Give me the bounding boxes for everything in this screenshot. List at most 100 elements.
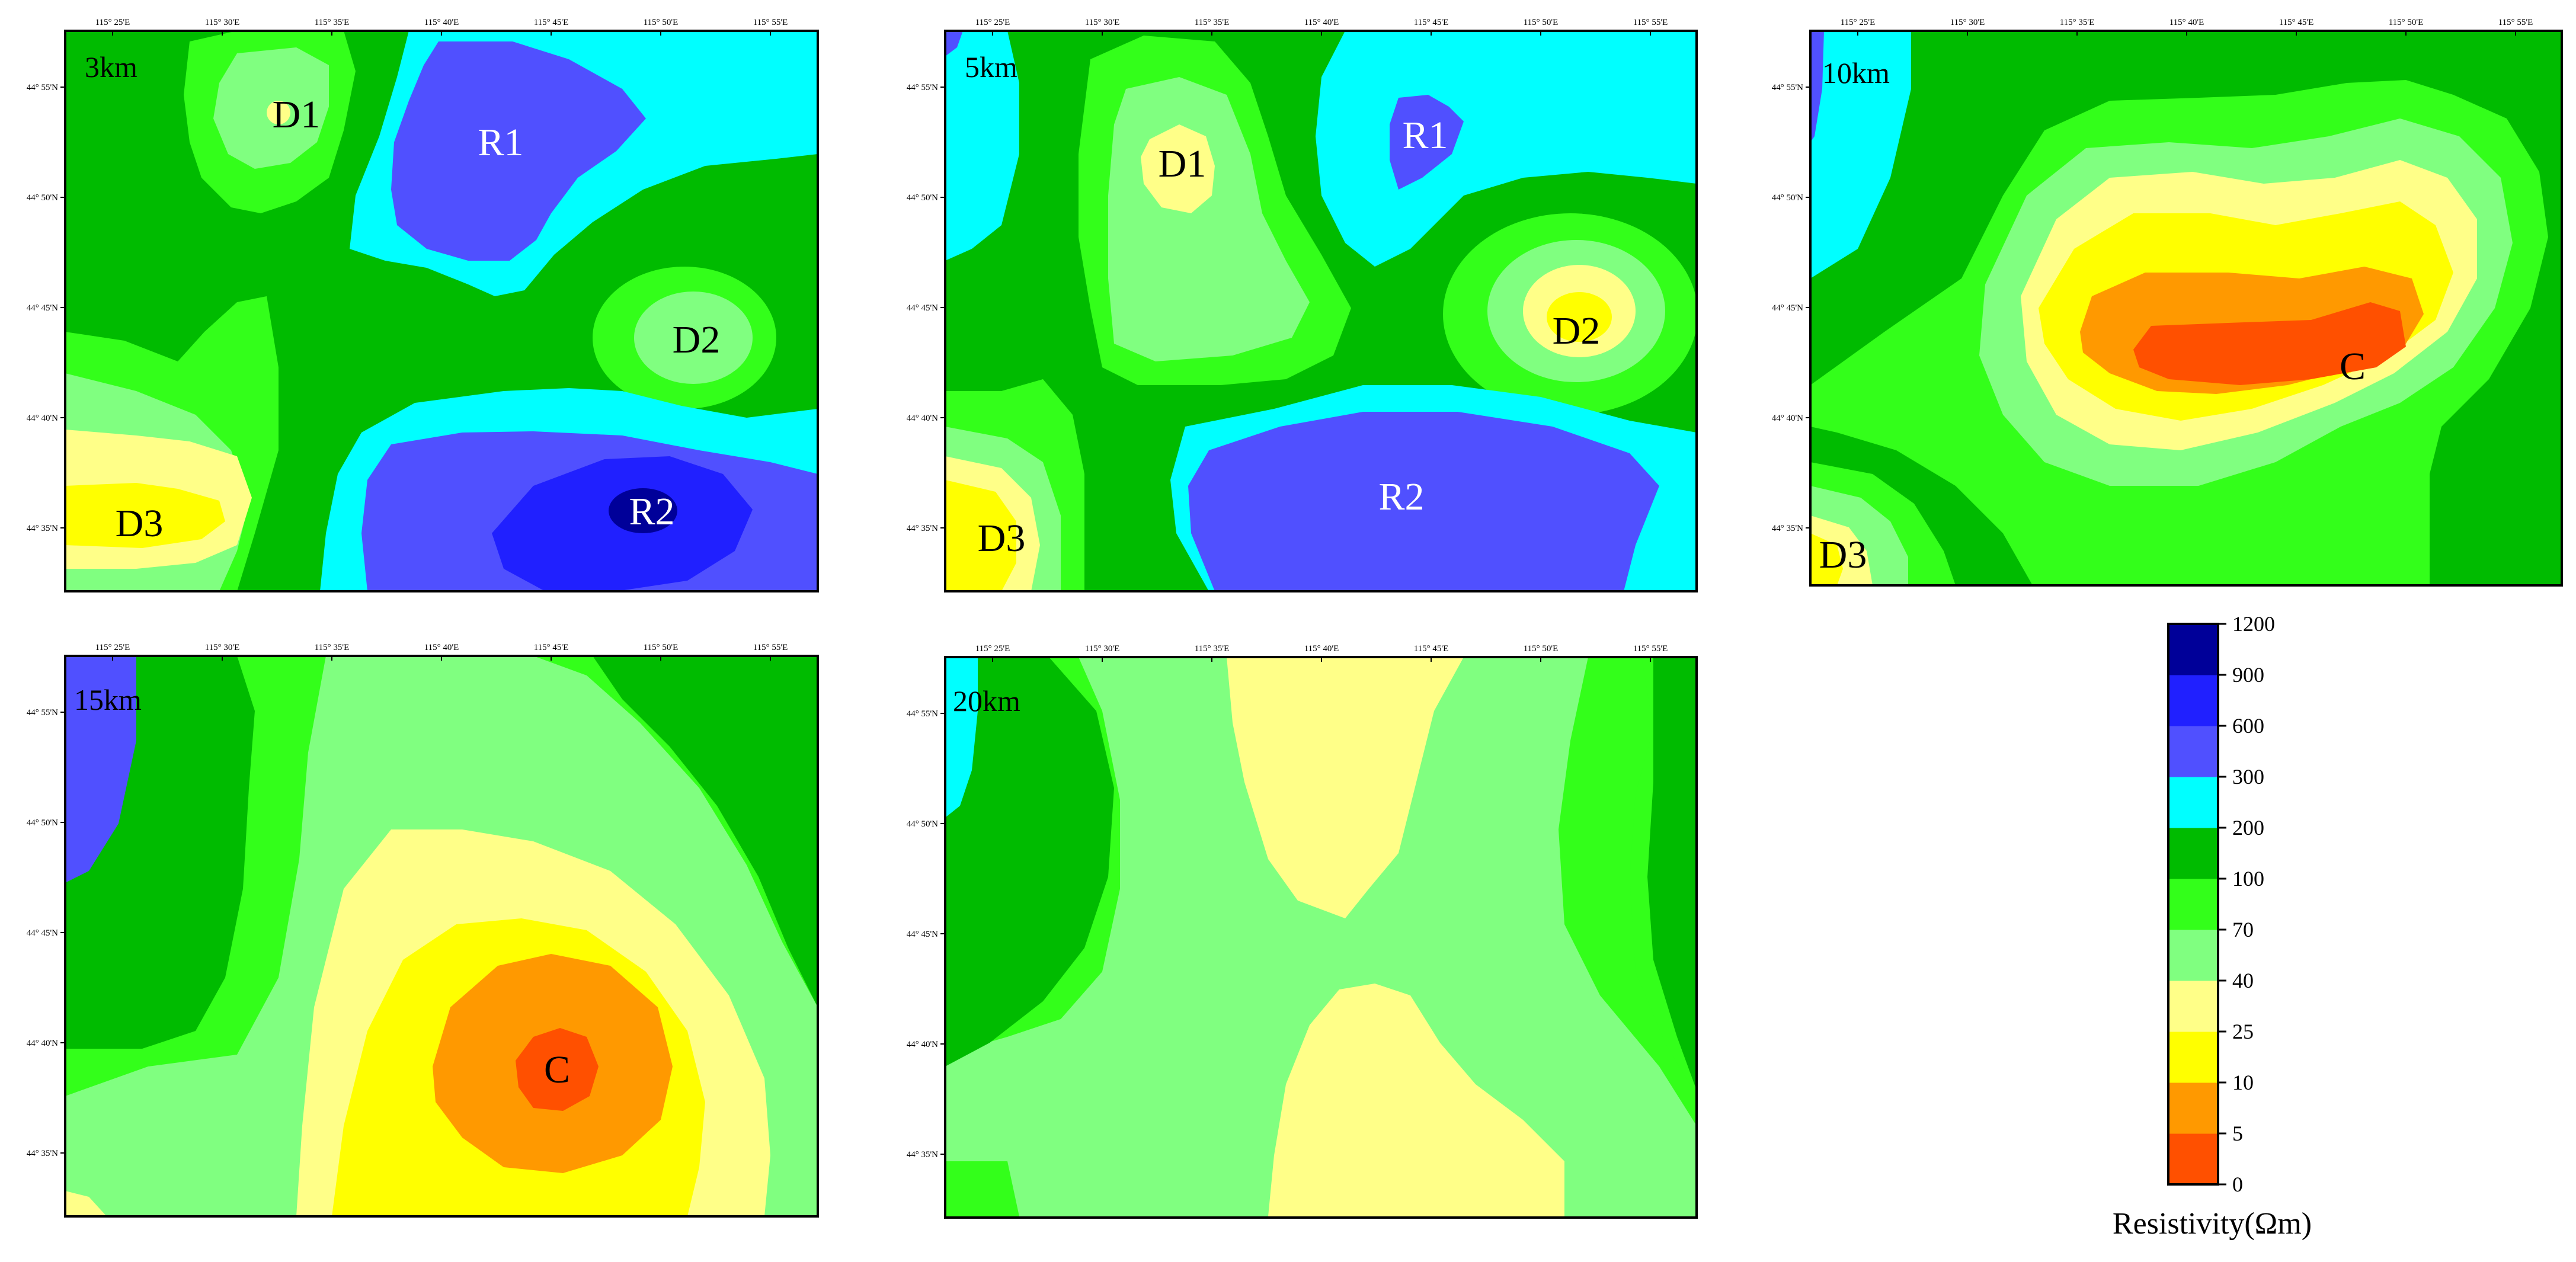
depth-label-15km: 15km (74, 683, 142, 716)
latitude-tick-label: 44° 35'N (27, 524, 58, 533)
resistivity-contours-5km (945, 31, 1697, 591)
resistivity-contours-20km (945, 657, 1697, 1218)
resistivity-contours-10km (1810, 31, 2562, 585)
colorbar-tick-label: 0 (2232, 1173, 2243, 1196)
anomaly-label-D2: D2 (1553, 309, 1601, 353)
anomaly-label-D3: D3 (978, 517, 1026, 560)
colorbar-swatch (2168, 828, 2218, 879)
anomaly-label-D2: D2 (673, 318, 721, 361)
colorbar-swatch (2168, 726, 2218, 777)
latitude-tick-label: 44° 40'N (1772, 414, 1803, 423)
colorbar-tick-label: 10 (2232, 1071, 2254, 1094)
anomaly-label-C: C (544, 1048, 570, 1091)
latitude-tick-label: 44° 40'N (27, 414, 58, 423)
colorbar-swatch (2168, 624, 2218, 675)
depth-label-3km: 3km (85, 50, 137, 84)
longitude-tick-label: 115° 50'E (2389, 18, 2424, 27)
longitude-tick-label: 115° 50'E (644, 18, 679, 27)
longitude-tick-label: 115° 50'E (1524, 18, 1559, 27)
colorbar-frame (2167, 623, 2219, 1186)
colorbar-tick-label: 70 (2232, 918, 2254, 941)
longitude-tick-label: 115° 35'E (2060, 18, 2095, 27)
longitude-tick-label: 115° 25'E (95, 18, 130, 27)
longitude-tick-label: 115° 50'E (644, 643, 679, 652)
longitude-tick-label: 115° 55'E (1633, 18, 1668, 27)
map-panel-15km: 15km C (64, 655, 819, 1218)
latitude-tick-label: 44° 55'N (27, 83, 58, 92)
colorbar-swatch (2168, 879, 2218, 930)
longitude-tick-label: 115° 45'E (1414, 18, 1449, 27)
depth-label-10km: 10km (1822, 56, 1890, 89)
longitude-tick-label: 115° 40'E (424, 643, 459, 652)
longitude-tick-label: 115° 35'E (315, 643, 350, 652)
longitude-tick-label: 115° 30'E (205, 18, 240, 27)
colorbar-tick-label: 300 (2232, 765, 2264, 789)
longitude-tick-label: 115° 40'E (424, 18, 459, 27)
latitude-tick-label: 44° 35'N (27, 1149, 58, 1158)
longitude-tick-label: 115° 30'E (1085, 644, 1120, 654)
latitude-tick-label: 44° 35'N (1772, 524, 1803, 533)
map-panel-10km: 10km C D3 (1809, 30, 2563, 587)
colorbar-swatch (2168, 1082, 2218, 1134)
longitude-tick-label: 115° 35'E (1195, 18, 1230, 27)
longitude-tick-label: 115° 45'E (1414, 644, 1449, 654)
latitude-tick-label: 44° 55'N (27, 708, 58, 718)
longitude-tick-label: 115° 35'E (1195, 644, 1230, 654)
depth-label-20km: 20km (953, 684, 1020, 718)
latitude-tick-label: 44° 35'N (907, 524, 938, 533)
longitude-tick-label: 115° 45'E (2279, 18, 2314, 27)
longitude-tick-label: 115° 25'E (95, 643, 130, 652)
colorbar-tick-label: 900 (2232, 663, 2264, 687)
latitude-tick-label: 44° 55'N (907, 709, 938, 719)
latitude-tick-label: 44° 45'N (27, 303, 58, 313)
longitude-tick-label: 115° 25'E (975, 644, 1010, 654)
longitude-tick-label: 115° 25'E (975, 18, 1010, 27)
anomaly-label-D1: D1 (273, 93, 321, 136)
colorbar-tick-label: 25 (2232, 1020, 2254, 1043)
latitude-tick-label: 44° 45'N (1772, 303, 1803, 313)
longitude-tick-label: 115° 55'E (753, 18, 788, 27)
colorbar-swatch (2168, 1032, 2218, 1083)
resistivity-colorbar: 0 5 10 25 40 70 100 200 300 600 900 1200 Resistivit… (2113, 612, 2312, 1241)
colorbar-swatch (2168, 930, 2218, 981)
latitude-tick-label: 44° 35'N (907, 1150, 938, 1159)
latitude-tick-label: 44° 50'N (27, 193, 58, 203)
longitude-tick-label: 115° 45'E (534, 643, 569, 652)
colorbar-swatch (2168, 981, 2218, 1032)
latitude-tick-label: 44° 45'N (907, 303, 938, 313)
longitude-tick-label: 115° 55'E (1633, 644, 1668, 654)
colorbar-swatch (2168, 1133, 2218, 1185)
colorbar-tick-label: 100 (2232, 867, 2264, 891)
longitude-tick-label: 115° 40'E (2169, 18, 2204, 27)
latitude-tick-label: 44° 40'N (907, 414, 938, 423)
colorbar-tick-label: 40 (2232, 969, 2254, 992)
colorbar-tick-label: 5 (2232, 1122, 2243, 1145)
anomaly-label-C: C (2340, 345, 2366, 388)
colorbar-swatches (2168, 624, 2218, 1185)
colorbar-tick-labels: 0 5 10 25 40 70 100 200 300 600 900 1200 (2218, 612, 2275, 1196)
graticule-ticks: 115° 25'E 115° 30'E 115° 35'E 115° 40'E 115°… (27, 18, 2533, 1159)
anomaly-label-R2: R2 (629, 490, 674, 533)
latitude-tick-label: 44° 50'N (1772, 193, 1803, 203)
longitude-tick-label: 115° 55'E (2498, 18, 2533, 27)
latitude-tick-label: 44° 55'N (1772, 83, 1803, 92)
longitude-tick-label: 115° 25'E (1841, 18, 1876, 27)
longitude-tick-label: 115° 35'E (315, 18, 350, 27)
longitude-tick-label: 115° 30'E (1085, 18, 1120, 27)
longitude-tick-label: 115° 30'E (205, 643, 240, 652)
colorbar-tick-label: 200 (2232, 816, 2264, 840)
map-panel-5km: 5km D1 R1 D2 D3 R2 (944, 30, 1698, 592)
map-panel-20km: 20km (944, 656, 1698, 1219)
longitude-tick-label: 115° 40'E (1304, 644, 1339, 654)
colorbar-tick-label: 1200 (2232, 612, 2275, 636)
longitude-tick-label: 115° 40'E (1304, 18, 1339, 27)
latitude-tick-label: 44° 40'N (907, 1040, 938, 1049)
colorbar-swatch (2168, 777, 2218, 828)
anomaly-label-R1: R1 (1402, 114, 1448, 157)
latitude-tick-label: 44° 45'N (27, 928, 58, 938)
anomaly-label-D3: D3 (1819, 533, 1867, 576)
depth-label-5km: 5km (965, 50, 1017, 84)
colorbar-swatch (2168, 675, 2218, 726)
latitude-tick-label: 44° 45'N (907, 930, 938, 939)
latitude-tick-label: 44° 55'N (907, 83, 938, 92)
